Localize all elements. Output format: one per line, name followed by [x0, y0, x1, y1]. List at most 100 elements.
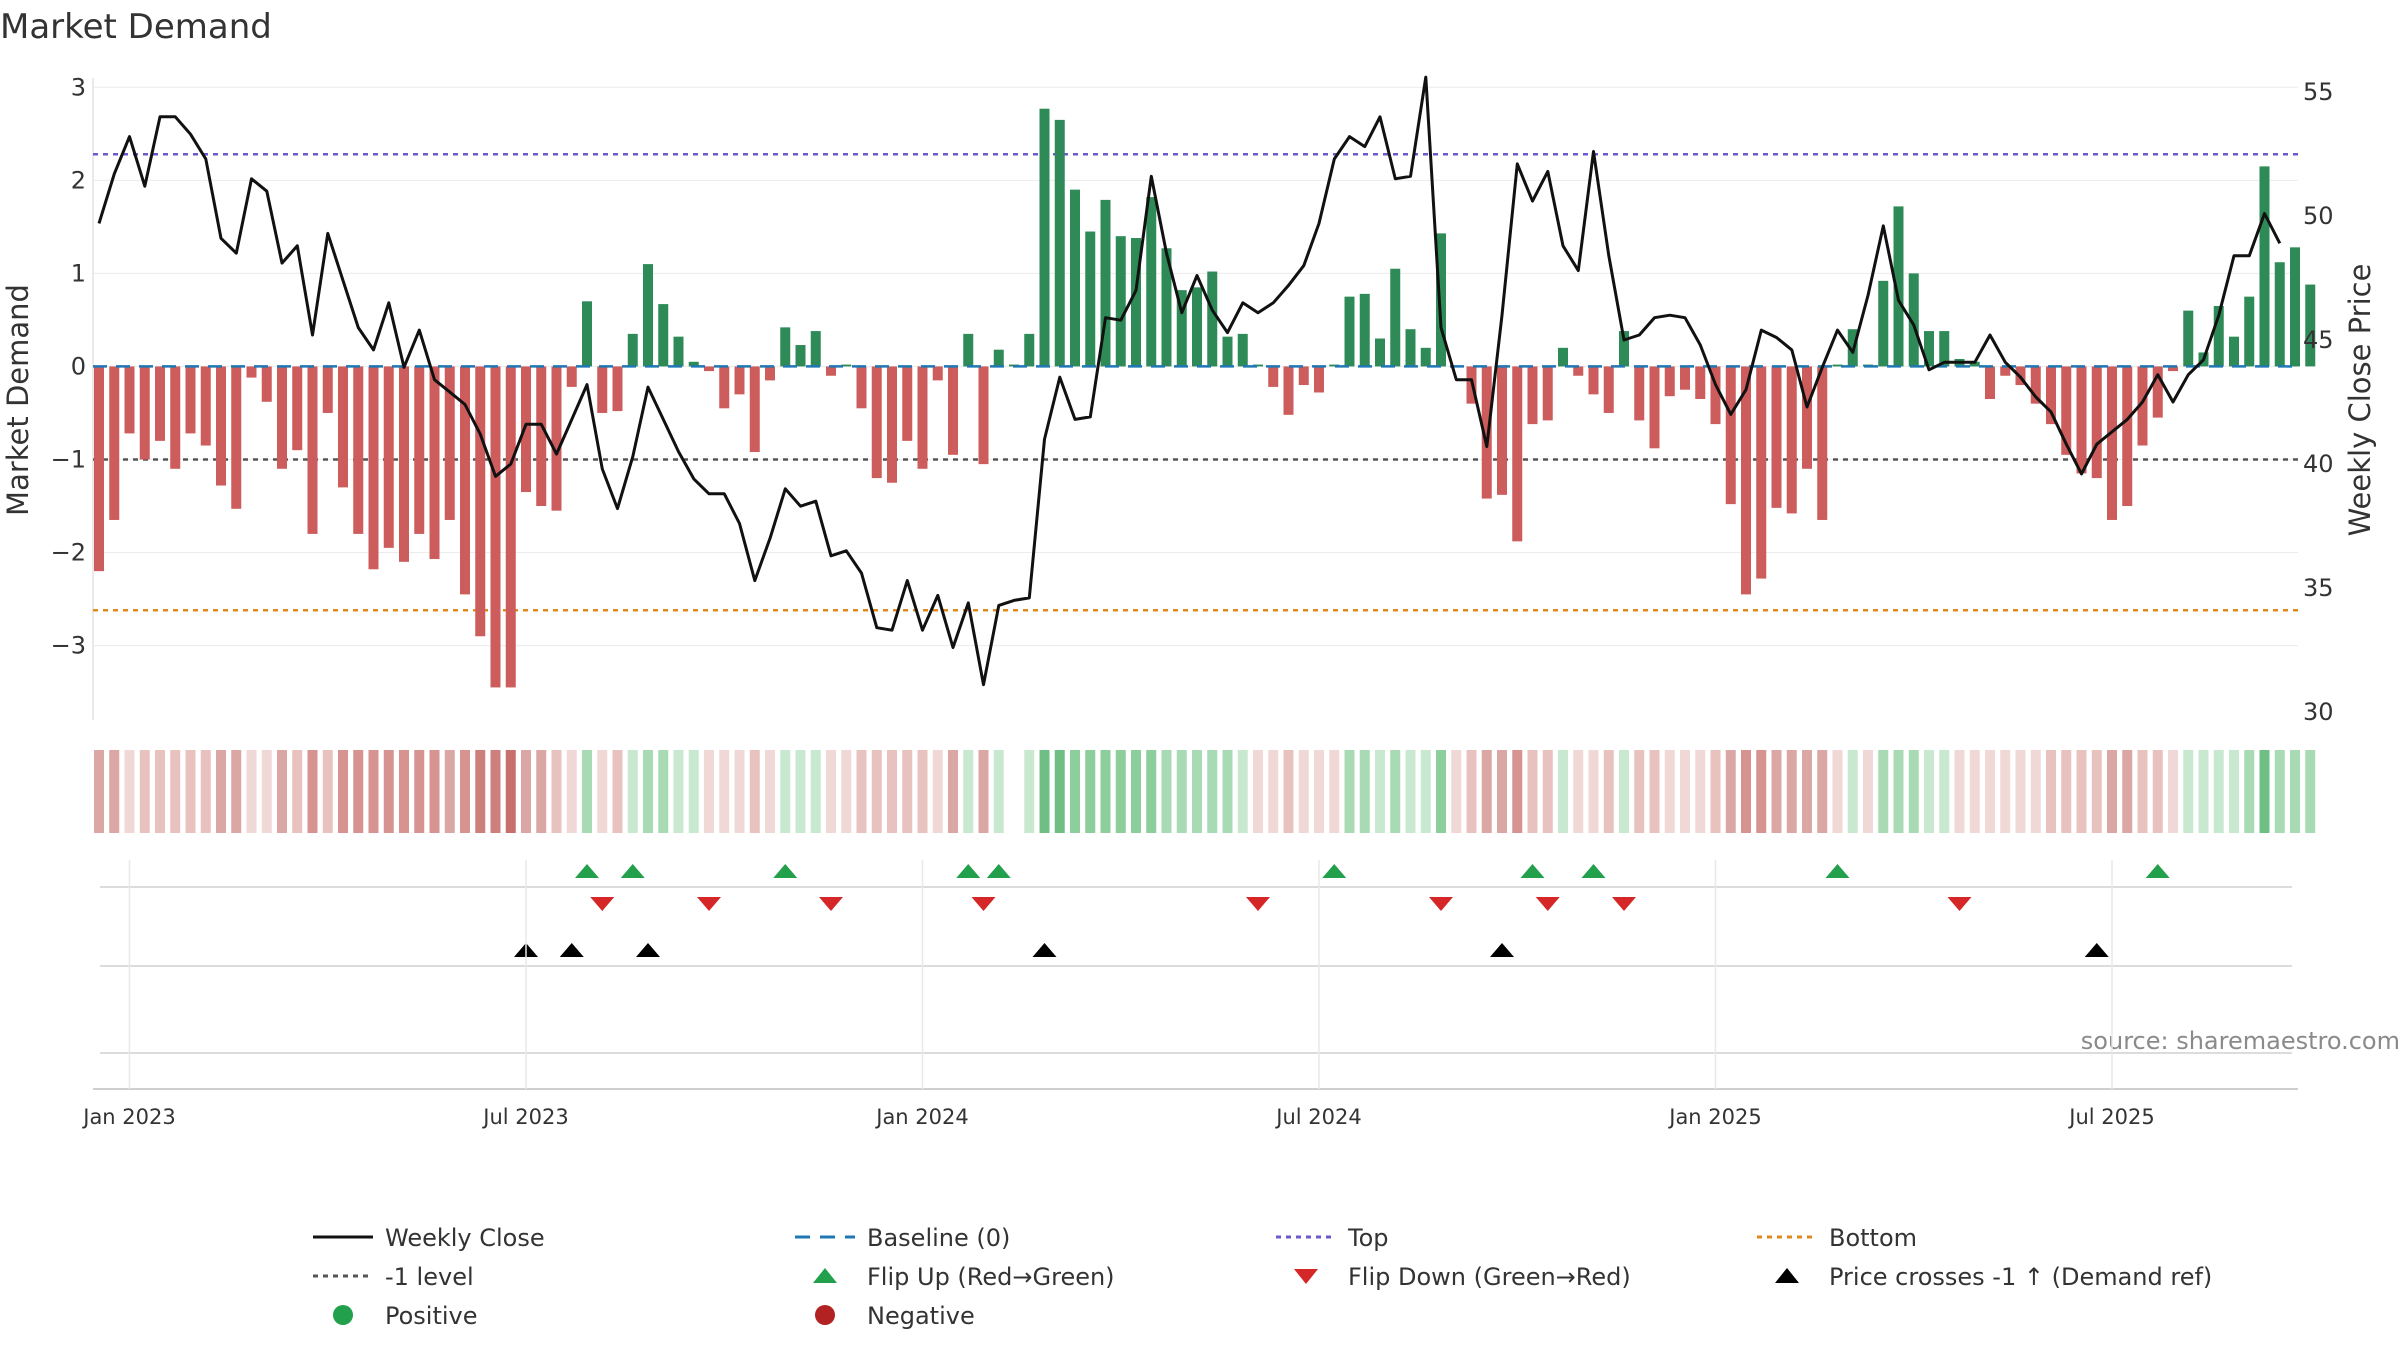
- demand-bar: [856, 366, 867, 409]
- demand-bar: [307, 366, 318, 534]
- demand-bar: [658, 304, 669, 367]
- strip-cell: [1497, 750, 1507, 833]
- demand-bar: [338, 366, 348, 488]
- y-tick-label: 2: [71, 166, 86, 194]
- demand-bar: [1969, 361, 1980, 367]
- demand-bar: [704, 366, 714, 372]
- demand-bar: [200, 366, 211, 446]
- demand-bars: [94, 108, 2316, 688]
- strip-cell: [2091, 750, 2102, 833]
- strip-cell: [810, 750, 821, 833]
- strip-cell: [2168, 750, 2178, 833]
- flip-up-marker: [1825, 864, 1850, 878]
- strip-cell: [1558, 750, 1568, 833]
- demand-bar: [1802, 366, 1812, 469]
- demand-bar: [383, 366, 394, 548]
- demand-bar: [1497, 366, 1507, 495]
- strip-cell: [368, 750, 379, 833]
- strip-cell: [2213, 750, 2224, 833]
- strip-cell: [475, 750, 486, 833]
- demand-bar: [109, 366, 120, 520]
- chart-title: Market Demand: [0, 7, 272, 47]
- demand-bar: [139, 366, 150, 460]
- demand-bar: [1542, 366, 1553, 421]
- strip-cell: [338, 750, 348, 833]
- strip-cell: [826, 750, 836, 833]
- demand-bar: [719, 366, 730, 409]
- strip-cell: [2000, 750, 2011, 833]
- demand-bar: [1237, 333, 1248, 367]
- strip-cell: [2137, 750, 2148, 833]
- legend-label: Top: [1347, 1224, 1389, 1252]
- strip-cell: [1817, 750, 1828, 833]
- demand-bar: [566, 366, 577, 387]
- demand-bar: [2305, 284, 2316, 367]
- strip-cell: [856, 750, 867, 833]
- price-cross-marker: [1490, 943, 1514, 957]
- y-tick-label: −1: [51, 445, 86, 473]
- demand-bar: [1222, 336, 1233, 367]
- demand-bar: [1054, 119, 1065, 367]
- demand-bar: [1649, 366, 1660, 449]
- y2-tick-label: 50: [2303, 202, 2334, 230]
- strip-cell: [1237, 750, 1248, 833]
- demand-bar: [948, 366, 958, 455]
- strip-cell: [1893, 750, 1904, 833]
- demand-bar: [1512, 366, 1523, 542]
- strip-cell: [1878, 750, 1889, 833]
- strip-cell: [1314, 750, 1324, 833]
- demand-bar: [292, 366, 303, 451]
- strip-cell: [383, 750, 394, 833]
- demand-bar: [399, 366, 409, 562]
- strip-cell: [719, 750, 730, 833]
- strip-cell: [1634, 750, 1645, 833]
- strip-cell: [2152, 750, 2163, 833]
- legend-price-cross-swatch: [1775, 1268, 1799, 1283]
- strip-cell: [2229, 750, 2239, 833]
- strip-cell: [1436, 750, 1446, 833]
- strip-cell: [1268, 750, 1279, 833]
- strip-cell: [444, 750, 455, 833]
- x-tick-label: Jan 2025: [1667, 1105, 1762, 1129]
- strip-cell: [1542, 750, 1553, 833]
- demand-bar: [582, 301, 592, 367]
- strip-cell: [2015, 750, 2026, 833]
- flip-down-marker: [971, 897, 996, 911]
- strip-cell: [688, 750, 699, 833]
- demand-bar: [1039, 108, 1050, 367]
- strip-cell: [246, 750, 257, 833]
- strip-cell: [1847, 750, 1858, 833]
- strip-cell: [749, 750, 760, 833]
- demand-bar: [536, 366, 547, 506]
- legend-negative-swatch: [815, 1305, 835, 1325]
- event-markers: [100, 864, 2292, 1054]
- flip-up-marker: [1322, 864, 1347, 878]
- demand-bar: [475, 366, 486, 637]
- demand-bar: [1024, 333, 1035, 367]
- strip-cell: [2274, 750, 2285, 833]
- strip-cell: [1619, 750, 1629, 833]
- right-y-ticks: 55 50 45 40 35 30: [2303, 78, 2334, 726]
- strip-cell: [2305, 750, 2316, 833]
- legend-flip-down-swatch: [1294, 1269, 1318, 1284]
- demand-bar: [2030, 366, 2041, 404]
- demand-bar: [414, 366, 425, 534]
- demand-bar: [1771, 366, 1782, 508]
- strip-cell: [353, 750, 364, 833]
- demand-bar: [627, 333, 638, 367]
- strip-cell: [2259, 750, 2270, 833]
- demand-bar: [932, 366, 943, 381]
- strip-cell: [231, 750, 242, 833]
- demand-bar: [2274, 262, 2285, 367]
- strip-cell: [277, 750, 287, 833]
- strip-cell: [871, 750, 882, 833]
- legend-positive-swatch: [333, 1305, 353, 1325]
- demand-bar: [1710, 366, 1721, 425]
- demand-bar: [826, 366, 836, 376]
- strip-cell: [1573, 750, 1584, 833]
- demand-bar: [1908, 273, 1919, 367]
- strip-cell: [612, 750, 623, 833]
- demand-heat-strip: [94, 750, 2316, 833]
- demand-bar: [643, 264, 653, 367]
- demand-bar: [597, 366, 608, 413]
